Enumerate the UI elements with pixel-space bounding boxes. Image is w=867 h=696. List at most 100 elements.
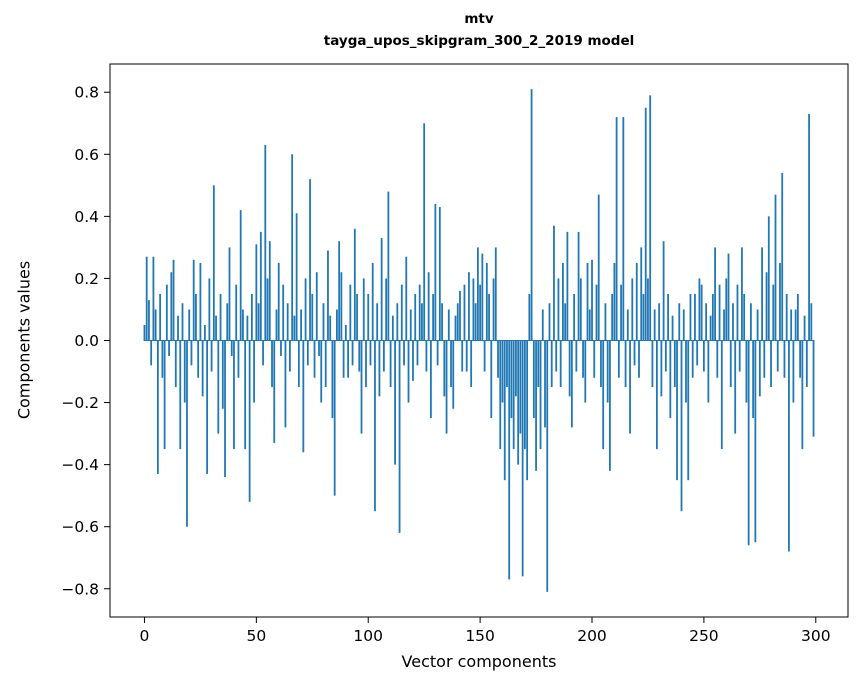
bar — [691, 340, 694, 378]
bar — [535, 340, 537, 471]
bar — [483, 340, 486, 372]
bar — [593, 340, 596, 378]
bar — [503, 340, 506, 481]
bar — [302, 340, 305, 453]
bar — [532, 340, 535, 419]
bar — [767, 216, 770, 341]
bar — [412, 340, 414, 381]
bar — [553, 225, 555, 341]
bar — [409, 309, 412, 341]
y-tick-label: −0.6 — [61, 518, 99, 536]
bar — [582, 340, 584, 378]
x-tick-label: 150 — [465, 627, 495, 645]
bar — [743, 293, 746, 341]
bar — [470, 340, 473, 388]
bar — [461, 340, 464, 372]
bar — [738, 340, 741, 372]
bar — [801, 340, 804, 450]
chart-title-line2: tayga_upos_skipgram_300_2_2019 model — [323, 33, 635, 49]
bar — [671, 315, 674, 341]
bar — [564, 303, 567, 341]
bar — [168, 340, 170, 357]
bar — [324, 340, 327, 388]
bar — [425, 340, 428, 372]
bar — [783, 340, 786, 378]
bar — [774, 194, 777, 341]
bar — [172, 259, 175, 341]
chart-title-line1: mtv — [464, 11, 494, 27]
bar — [494, 247, 497, 341]
bar — [597, 194, 600, 341]
bar — [208, 278, 211, 341]
bar — [210, 340, 213, 372]
bar — [723, 309, 725, 341]
bar — [736, 284, 739, 341]
bar — [378, 340, 381, 397]
x-tick-label: 100 — [353, 627, 383, 645]
x-tick-label: 200 — [577, 627, 607, 645]
bar — [651, 340, 654, 388]
bar — [476, 247, 479, 341]
bar — [669, 340, 672, 419]
bar — [286, 303, 289, 341]
bar — [575, 340, 578, 372]
bar — [242, 309, 244, 341]
bar — [714, 247, 716, 341]
bar — [799, 340, 802, 378]
bar — [434, 203, 437, 341]
bar — [264, 144, 267, 341]
bar — [667, 293, 669, 341]
bar — [367, 293, 370, 341]
bar — [680, 340, 683, 512]
bar — [362, 278, 365, 341]
bar — [268, 241, 271, 341]
bar — [711, 293, 714, 341]
bar — [792, 340, 795, 403]
bar — [152, 256, 155, 341]
bar — [700, 284, 703, 341]
bar — [573, 293, 575, 341]
bar — [720, 340, 723, 450]
bar — [745, 340, 748, 403]
bar — [148, 300, 150, 341]
bar — [526, 340, 529, 481]
bar — [626, 309, 629, 341]
bar — [181, 303, 184, 341]
bar — [266, 278, 269, 341]
y-tick-label: 0.4 — [74, 208, 99, 226]
bar — [253, 340, 255, 403]
bar — [277, 262, 280, 341]
bar — [479, 284, 482, 341]
bar — [600, 340, 602, 388]
bar — [528, 293, 531, 341]
bar — [385, 278, 388, 341]
bar — [606, 340, 609, 403]
bar — [414, 293, 417, 341]
bar — [197, 340, 200, 378]
bar — [537, 340, 540, 388]
bar — [398, 340, 401, 533]
bar — [810, 303, 813, 341]
bar — [145, 256, 148, 341]
bar — [490, 340, 493, 419]
bar — [154, 309, 157, 341]
bar — [676, 340, 678, 481]
bar — [779, 262, 781, 341]
bar — [418, 284, 421, 341]
bar — [635, 262, 638, 341]
bar — [485, 262, 488, 341]
bar — [523, 340, 526, 450]
bar — [781, 172, 784, 341]
bar — [273, 340, 276, 443]
bar — [192, 259, 195, 341]
bar — [756, 309, 759, 341]
bar — [186, 340, 188, 527]
bar — [559, 340, 562, 388]
bar — [790, 309, 793, 341]
bar — [678, 303, 681, 341]
y-tick-label: −0.4 — [61, 456, 99, 474]
bar — [250, 293, 253, 341]
bar — [741, 247, 743, 341]
bar — [436, 340, 439, 366]
bar — [765, 272, 768, 341]
